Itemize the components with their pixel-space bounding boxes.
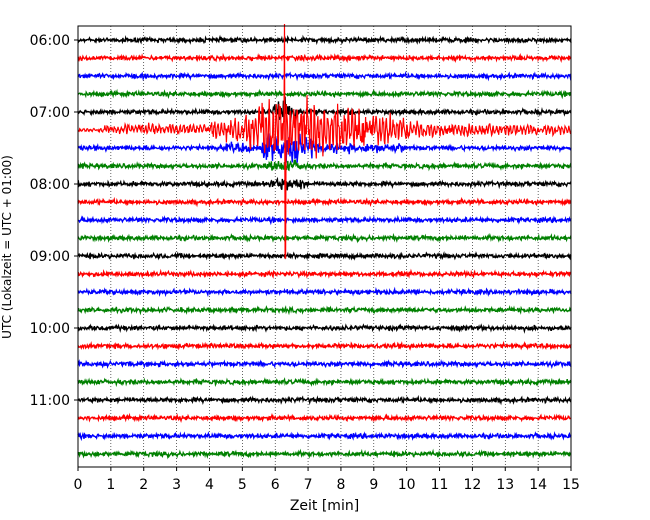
trace-row-22 <box>77 431 572 442</box>
x-tick-label: 4 <box>205 477 214 493</box>
y-tick-label: 08:00 <box>30 177 70 193</box>
seismogram-traces <box>77 23 572 460</box>
x-tick-label: 14 <box>529 477 547 493</box>
y-axis-label: UTC (Lokalzeit = UTC + 01:00) <box>0 155 14 339</box>
x-tick-label: 2 <box>139 477 148 493</box>
x-tick-label: 3 <box>172 477 181 493</box>
trace-row-16 <box>77 323 572 334</box>
trace-row-18 <box>77 359 572 370</box>
y-tick-label: 06:00 <box>30 33 70 49</box>
x-tick-label: 11 <box>431 477 449 493</box>
x-tick-label: 12 <box>463 477 481 493</box>
x-tick-label: 1 <box>106 477 115 493</box>
x-tick-label: 5 <box>238 477 247 493</box>
x-tick-label: 7 <box>304 477 313 493</box>
plot-frame <box>77 25 572 468</box>
x-axis-ticks: 0 1 2 3 4 5 6 7 8 9 10 11 12 13 14 15 <box>74 467 580 493</box>
x-tick-label: 13 <box>496 477 514 493</box>
y-tick-label: 11:00 <box>30 393 70 409</box>
trace-row-17 <box>77 340 572 351</box>
trace-row-0 <box>77 34 572 46</box>
trace-row-14 <box>77 286 572 298</box>
trace-row-12 <box>77 251 572 261</box>
trace-row-15 <box>77 304 572 316</box>
trace-row-2 <box>77 70 572 82</box>
x-tick-label: 8 <box>336 477 345 493</box>
trace-row-9 <box>77 196 572 208</box>
x-tick-label: 9 <box>369 477 378 493</box>
x-tick-label: 10 <box>398 477 416 493</box>
trace-row-6 <box>77 133 572 163</box>
x-tick-label: 0 <box>74 477 83 493</box>
trace-row-8 <box>77 176 572 191</box>
trace-row-7 <box>77 158 572 172</box>
trace-row-20 <box>77 394 572 406</box>
trace-row-13 <box>77 268 572 279</box>
trace-row-11 <box>77 232 572 244</box>
trace-row-23 <box>77 448 572 460</box>
trace-row-3 <box>77 88 572 100</box>
y-tick-label: 07:00 <box>30 105 70 121</box>
trace-row-19 <box>77 377 572 388</box>
trace-row-10 <box>77 214 572 226</box>
trace-row-1 <box>77 52 572 64</box>
trace-row-5 <box>77 23 572 259</box>
x-tick-label: 6 <box>271 477 280 493</box>
x-tick-label: 15 <box>562 477 580 493</box>
trace-row-21 <box>77 412 572 424</box>
y-tick-label: 09:00 <box>30 249 70 265</box>
y-tick-label: 10:00 <box>30 321 70 337</box>
x-axis-label: Zeit [min] <box>290 498 359 514</box>
y-axis-ticks: 06:00 07:00 08:00 09:00 10:00 11:00 <box>30 33 78 409</box>
